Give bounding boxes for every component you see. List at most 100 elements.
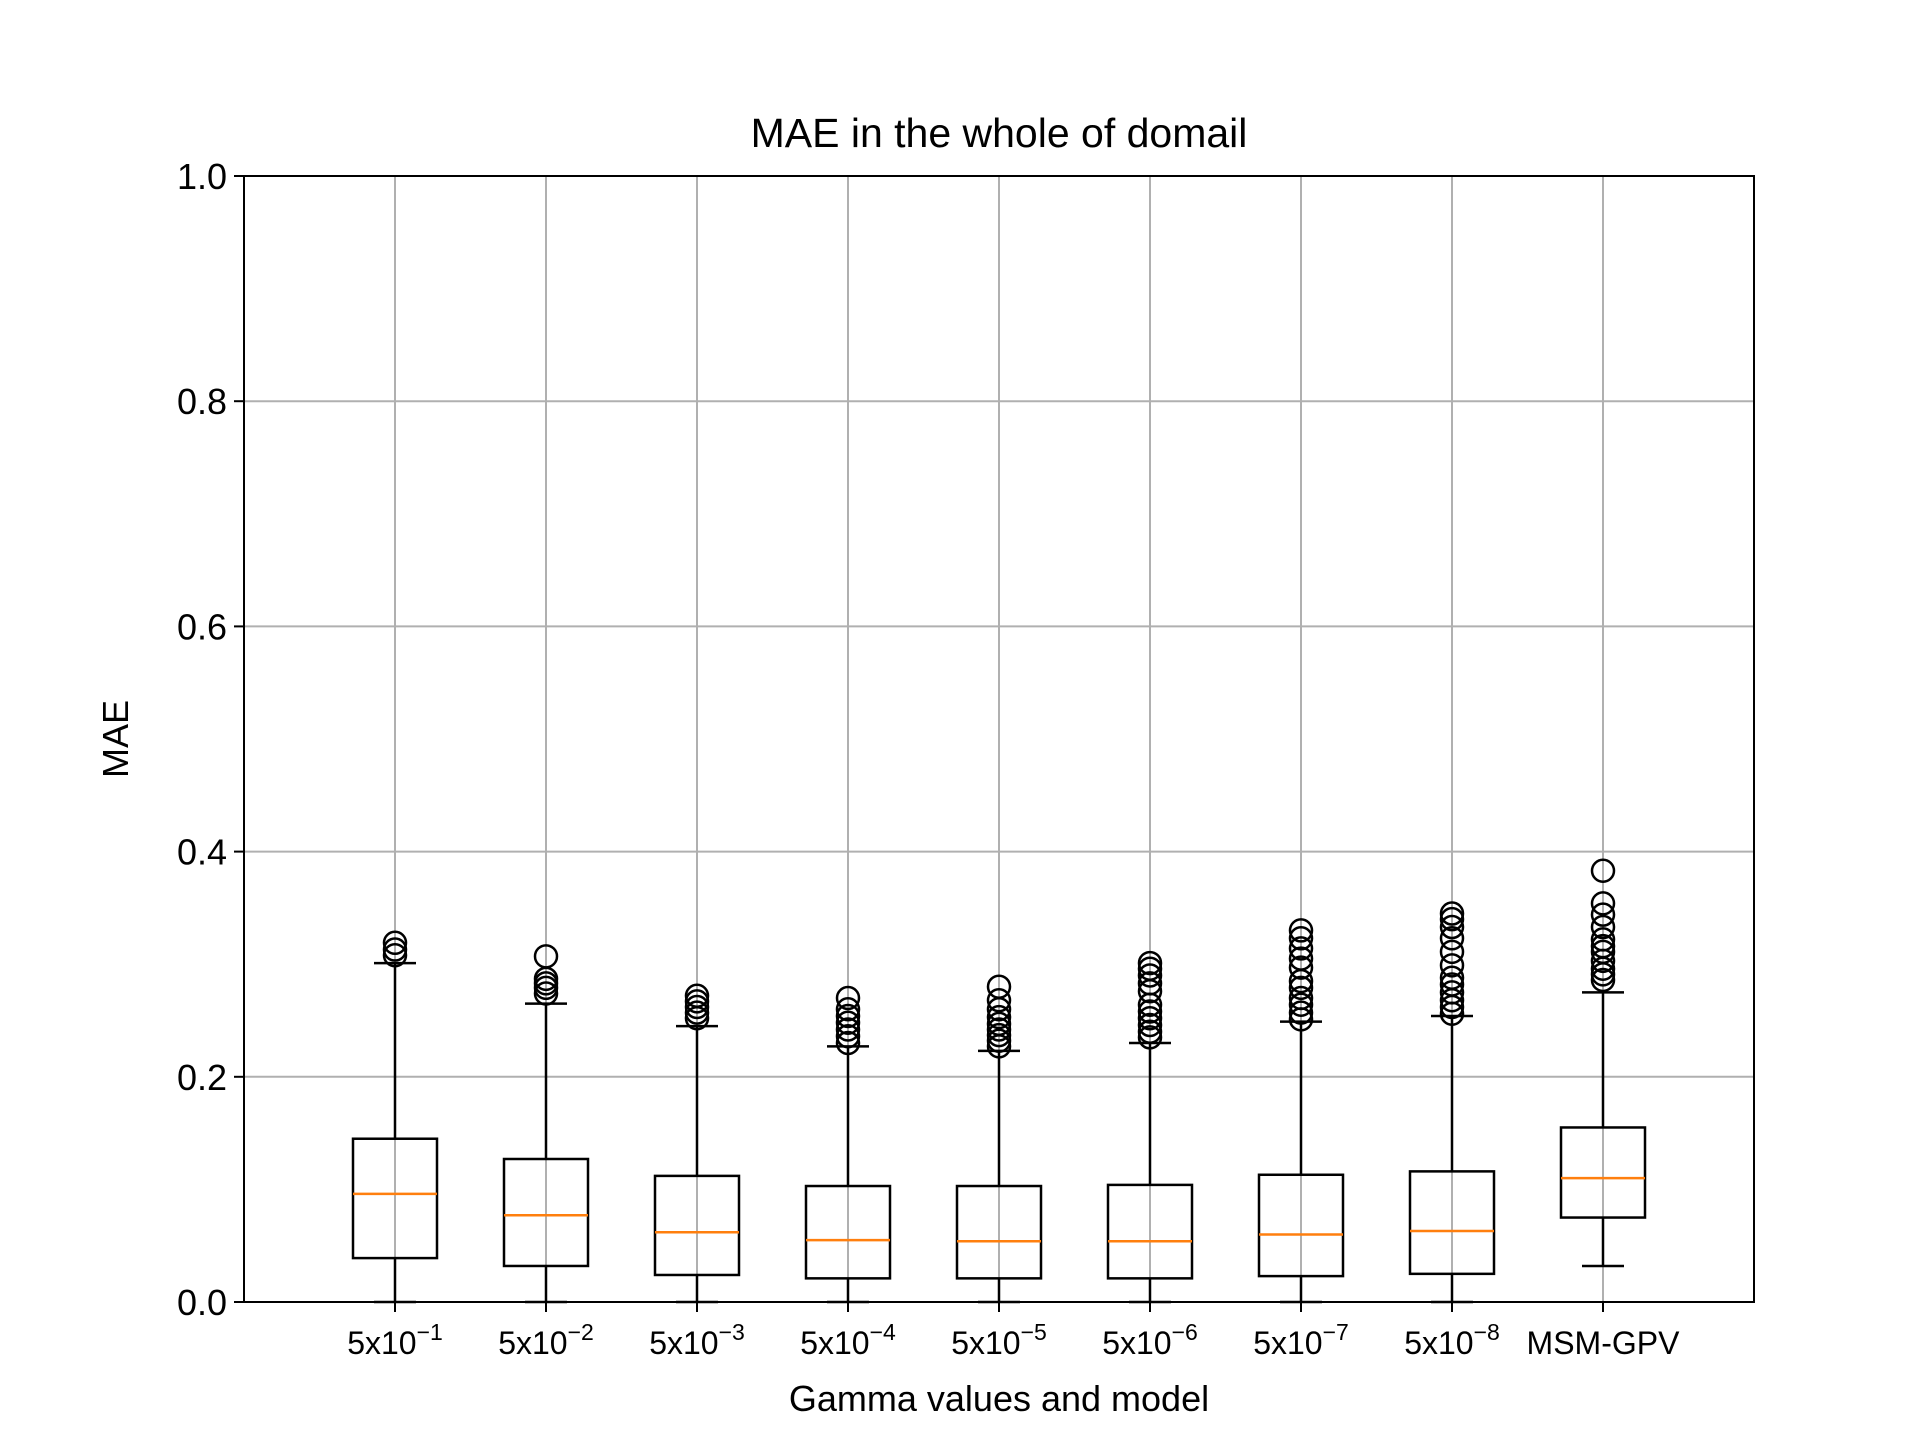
x-tick-label-base: 5x10 [649, 1325, 718, 1361]
x-tick-label-exponent: −5 [1021, 1319, 1047, 1345]
y-tick-label: 0.8 [177, 381, 227, 422]
box-iqr [1559, 1126, 1647, 1219]
outlier-point [1137, 1025, 1163, 1050]
box-iqr [1408, 1170, 1496, 1276]
x-axis-label: Gamma values and model [789, 1378, 1209, 1419]
outlier-point [1137, 963, 1163, 988]
y-tick-label: 0.4 [177, 832, 227, 873]
outlier-point [1439, 901, 1465, 926]
outlier-point [1439, 939, 1465, 965]
outlier-point [684, 994, 710, 1020]
x-tick-label: 5x10−3 [649, 1319, 745, 1361]
y-tick-label: 0.6 [177, 606, 227, 647]
box-7 [1257, 918, 1345, 1304]
outlier-point [1439, 953, 1465, 978]
x-tick-label: 5x10−7 [1253, 1319, 1349, 1361]
outlier-point [1439, 972, 1465, 997]
box-iqr [1106, 1183, 1194, 1280]
box-5 [955, 974, 1043, 1304]
outlier-point [1439, 906, 1465, 932]
outlier-point [1137, 971, 1163, 996]
outlier-point [1137, 950, 1163, 976]
outlier-point [382, 942, 408, 968]
outlier-point [1288, 985, 1314, 1011]
box-2 [502, 944, 590, 1304]
outlier-point [986, 974, 1012, 999]
x-tick-label-exponent: −8 [1474, 1319, 1500, 1345]
x-tick-label-base: 5x10 [951, 1325, 1020, 1361]
box-iqr [804, 1184, 892, 1280]
y-axis-label: MAE [95, 700, 136, 778]
outlier-point [1137, 1012, 1163, 1038]
x-tick-label-exponent: −3 [719, 1319, 745, 1345]
box-4 [804, 985, 892, 1304]
outlier-point [1590, 967, 1616, 993]
outlier-point [986, 1022, 1012, 1048]
box-8 [1408, 901, 1496, 1304]
outlier-point [986, 1004, 1012, 1030]
outlier-point [835, 1030, 861, 1056]
x-tick-label-exponent: −6 [1172, 1319, 1198, 1345]
outlier-point [835, 1024, 861, 1049]
box-iqr [351, 1137, 439, 1260]
box-9 [1559, 858, 1647, 1268]
outlier-point [1590, 933, 1616, 959]
box-iqr [502, 1157, 590, 1268]
outlier-point [986, 1017, 1012, 1042]
x-tick-label: 5x10−4 [800, 1319, 896, 1361]
outlier-point [1137, 956, 1163, 981]
outlier-point [1137, 1005, 1163, 1031]
outlier-point [1590, 939, 1616, 965]
outlier-point [1590, 902, 1616, 927]
x-tick-label: 5x10−8 [1404, 1319, 1500, 1361]
outlier-point [986, 1028, 1012, 1054]
outlier-point [533, 981, 559, 1006]
outlier-point [1288, 946, 1314, 971]
outlier-point [533, 944, 559, 969]
box-iqr [1257, 1173, 1345, 1278]
outlier-point [382, 930, 408, 956]
outlier-point [1288, 936, 1314, 961]
x-tick-label: 5x10−6 [1102, 1319, 1198, 1361]
boxes [351, 858, 1647, 1304]
x-tick-label: 5x10−1 [347, 1319, 443, 1361]
outlier-point [1590, 927, 1616, 952]
outlier-point [1590, 914, 1616, 940]
outlier-point [1137, 999, 1163, 1024]
outlier-point [1288, 918, 1314, 943]
outlier-point [1439, 926, 1465, 951]
x-tick-label: 5x10−2 [498, 1319, 594, 1361]
outlier-point [986, 1011, 1012, 1037]
x-tick-label-base: 5x10 [1253, 1325, 1322, 1361]
outlier-point [1137, 1019, 1163, 1045]
box-iqr [653, 1174, 741, 1277]
outlier-point [684, 1000, 710, 1025]
x-tick-label: MSM-GPV [1527, 1325, 1681, 1361]
outlier-point [684, 989, 710, 1014]
x-tick-label: 5x10−5 [951, 1319, 1047, 1361]
outlier-point [1439, 980, 1465, 1005]
y-tick-label: 1.0 [177, 156, 227, 197]
outlier-point [1288, 1000, 1314, 1025]
y-tick-label: 0.0 [177, 1282, 227, 1323]
outlier-point [684, 983, 710, 1008]
outlier-point [382, 937, 408, 962]
x-tick-label-exponent: −1 [417, 1319, 443, 1345]
outlier-point [835, 996, 861, 1022]
outlier-point [835, 1017, 861, 1042]
x-tick-label-base: 5x10 [347, 1325, 416, 1361]
outlier-point [1439, 965, 1465, 990]
outlier-point [835, 1003, 861, 1029]
x-tick-label-base: 5x10 [498, 1325, 567, 1361]
outlier-point [835, 985, 861, 1011]
outlier-point [1288, 926, 1314, 951]
x-tick-label-exponent: −7 [1323, 1319, 1349, 1345]
x-tick-label-base: 5x10 [1404, 1325, 1473, 1361]
outlier-point [1590, 891, 1616, 916]
outlier-point [1439, 914, 1465, 940]
outlier-point [1288, 955, 1314, 980]
chart-title: MAE in the whole of domail [751, 110, 1248, 156]
x-tick-label-exponent: −4 [870, 1319, 896, 1345]
